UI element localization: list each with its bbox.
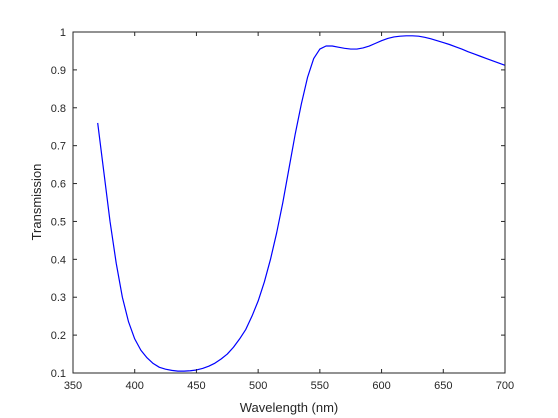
axes-box bbox=[72, 31, 506, 374]
y-tick-label: 0.6 bbox=[51, 179, 66, 191]
x-ticks: 350 400 450 500 550 600 650 700 bbox=[64, 32, 514, 392]
plot-area bbox=[73, 32, 505, 373]
x-tick-label: 500 bbox=[249, 380, 267, 392]
y-tick-label: 0.2 bbox=[51, 330, 66, 342]
x-tick-label: 550 bbox=[311, 380, 329, 392]
x-tick-label: 350 bbox=[64, 380, 82, 392]
x-tick-label: 600 bbox=[372, 380, 390, 392]
y-tick-label: 0.4 bbox=[51, 254, 66, 266]
y-tick-label: 0.1 bbox=[51, 368, 66, 380]
y-axis-title: Transmission bbox=[29, 164, 44, 241]
y-ticks: 0.1 0.2 0.3 0.4 0.5 0.6 0.7 0.8 0.9 1 bbox=[51, 27, 505, 380]
y-tick-label: 0.5 bbox=[51, 216, 66, 228]
y-tick-label: 0.7 bbox=[51, 141, 66, 153]
y-tick-label: 0.9 bbox=[51, 65, 66, 77]
x-tick-label: 400 bbox=[126, 380, 144, 392]
y-tick-label: 0.3 bbox=[51, 292, 66, 304]
y-tick-label: 1 bbox=[60, 27, 66, 39]
y-tick-label: 0.8 bbox=[51, 103, 66, 115]
x-axis-title: Wavelength (nm) bbox=[240, 400, 339, 415]
x-tick-label: 450 bbox=[187, 380, 205, 392]
transmission-line bbox=[97, 35, 506, 372]
series-layer bbox=[97, 35, 506, 372]
x-tick-label: 650 bbox=[434, 380, 452, 392]
x-tick-label: 700 bbox=[496, 380, 514, 392]
